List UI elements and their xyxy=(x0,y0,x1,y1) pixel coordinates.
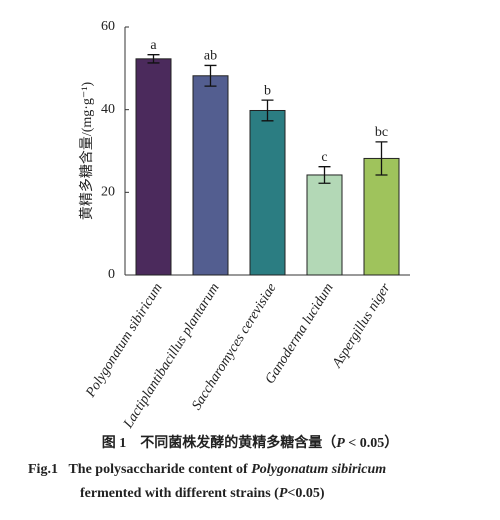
caption-text: The polysaccharide content of xyxy=(68,462,252,477)
x-tick-label: Lactiplantibacillus plantarum xyxy=(121,281,223,430)
y-tick-label: 60 xyxy=(101,19,115,34)
bar xyxy=(135,58,172,276)
significance-letter: bc xyxy=(375,125,388,140)
y-tick-label: 20 xyxy=(101,185,115,200)
error-bar xyxy=(318,166,331,184)
caption-species: Polygonatum sibiricum xyxy=(251,462,387,477)
caption-label: Fig.1 xyxy=(28,462,58,477)
significance-letter: b xyxy=(264,83,271,98)
caption-label: 图 1 xyxy=(101,436,127,451)
caption-cn: 图 1 不同菌株发酵的黄精多糖含量（P < 0.05） xyxy=(0,432,500,452)
caption-p: P xyxy=(336,436,345,451)
bar xyxy=(249,109,286,276)
bar xyxy=(306,174,343,276)
x-tick-label: Aspergillus niger xyxy=(329,280,394,371)
error-bar xyxy=(261,99,274,122)
caption-p: P xyxy=(278,486,288,501)
error-bar xyxy=(375,141,388,176)
significance-letter: c xyxy=(321,150,327,165)
error-bar xyxy=(147,54,160,64)
significance-letter: ab xyxy=(204,49,217,64)
caption-text: < 0.05） xyxy=(344,436,399,451)
bar xyxy=(363,157,400,276)
significance-letter: a xyxy=(150,38,157,53)
y-tick-label: 0 xyxy=(108,267,115,282)
caption-text: 不同菌株发酵的黄精多糖含量（ xyxy=(140,436,337,451)
caption-text: <0.05) xyxy=(287,486,325,501)
caption-text: fermented with different strains ( xyxy=(80,486,279,501)
bar xyxy=(192,75,229,276)
error-bar xyxy=(204,64,217,87)
y-tick-label: 40 xyxy=(101,102,115,117)
caption-en: Fig.1 The polysaccharide content of Poly… xyxy=(28,458,498,506)
y-axis-label: 黄精多糖含量/(mg·g⁻¹) xyxy=(78,81,95,220)
